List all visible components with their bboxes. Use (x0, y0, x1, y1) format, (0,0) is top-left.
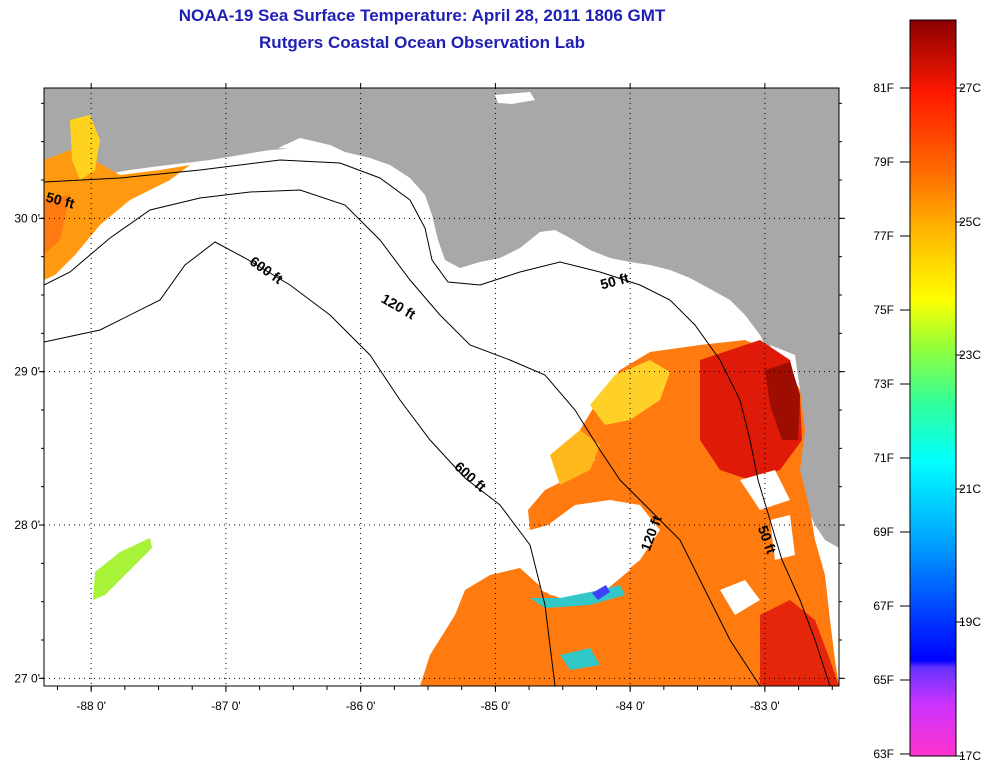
colorbar-c-label: 21C (959, 482, 981, 496)
colorbar-c-label: 19C (959, 615, 981, 629)
lat-tick-label: 28 0' (14, 518, 40, 532)
cloud-patch (495, 92, 535, 104)
sst-patch-northwest-inner (70, 115, 100, 180)
lon-tick-label: -86 0' (346, 699, 376, 713)
colorbar-f-label: 77F (873, 229, 894, 243)
colorbar (909, 19, 957, 757)
lat-tick-label: 30 0' (14, 211, 40, 225)
land-mass (44, 88, 839, 548)
lon-tick-label: -84 0' (615, 699, 645, 713)
map-axes: -88 0' -87 0' -86 0' -85 0' -84 0' -83 0' 30 0… (14, 83, 845, 713)
sst-patch-southeast (760, 600, 839, 686)
lat-tick-label: 29 0' (14, 365, 40, 379)
cloud-patch (720, 580, 760, 615)
colorbar-c-label: 25C (959, 215, 981, 229)
colorbar-c-label: 27C (959, 81, 981, 95)
contour-label: 50 ft (599, 269, 631, 292)
colorbar-f-label: 75F (873, 303, 894, 317)
map-frame (43, 87, 840, 687)
lon-tick-label: -88 0' (76, 699, 106, 713)
sst-patch-cool (560, 648, 600, 670)
colorbar-f-label: 67F (873, 599, 894, 613)
colorbar-f-label: 63F (873, 747, 894, 761)
cloud-patch (278, 138, 345, 152)
colorbar-c-label: 23C (959, 348, 981, 362)
lat-tick-label: 27 0' (14, 671, 40, 685)
map-title: NOAA-19 Sea Surface Temperature: April 2… (178, 6, 666, 25)
sst-patch-yellow (590, 360, 670, 425)
sst-patch-amber (550, 430, 600, 485)
colorbar-c-label: 17C (959, 749, 981, 763)
colorbar-f-label: 69F (873, 525, 894, 539)
lon-tick-label: -83 0' (750, 699, 780, 713)
sst-patch-northwest (44, 150, 190, 280)
cloud-patch (770, 515, 795, 560)
map-subtitle: Rutgers Coastal Ocean Observation Lab (259, 33, 585, 52)
colorbar-f-label: 73F (873, 377, 894, 391)
lon-tick-label: -87 0' (211, 699, 241, 713)
depth-contour-50ft-north (44, 159, 831, 686)
contour-label: 50 ft (44, 189, 76, 212)
sst-patch-northwest-warm (44, 195, 70, 255)
cloud-patch (740, 470, 790, 510)
colorbar-f-label: 79F (873, 155, 894, 169)
sst-patch-cold (592, 585, 610, 600)
colorbar-f-label: 65F (873, 673, 894, 687)
colorbar-ticks: 81F 79F 77F 75F 73F 71F 69F 67F 65F 63F 27C 25C 23C 2… (873, 81, 981, 763)
colorbar-f-label: 81F (873, 81, 894, 95)
sst-patch-darkred (765, 362, 800, 440)
colorbar-f-label: 71F (873, 451, 894, 465)
lon-tick-label: -85 0' (481, 699, 511, 713)
sst-patch-isolated (93, 538, 152, 600)
cloud-patch (540, 515, 640, 600)
